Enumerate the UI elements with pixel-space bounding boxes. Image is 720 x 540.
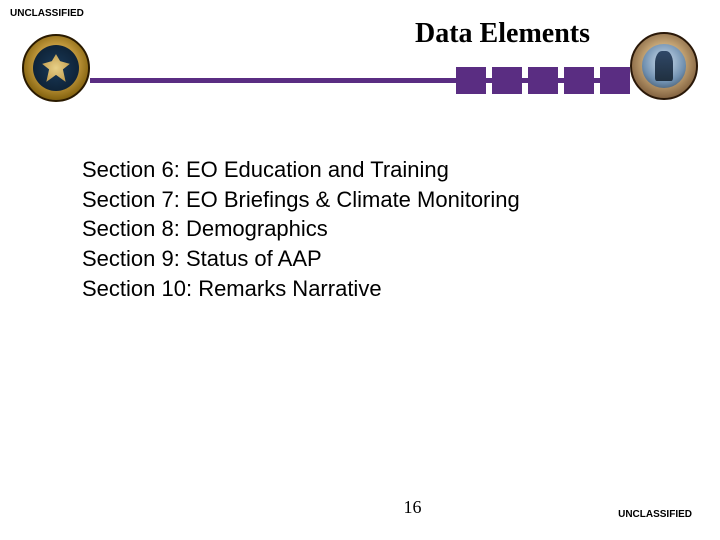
ngb-seal-icon <box>22 34 90 102</box>
header-blocks-container <box>456 67 630 94</box>
header-block <box>456 67 486 94</box>
header-block <box>600 67 630 94</box>
header-accent-bar <box>90 67 630 99</box>
content-body: Section 6: EO Education and TrainingSect… <box>82 155 660 303</box>
header-block <box>528 67 558 94</box>
section-line: Section 10: Remarks Narrative <box>82 274 660 304</box>
header-block <box>492 67 522 94</box>
page-title: Data Elements <box>415 18 590 50</box>
section-line: Section 9: Status of AAP <box>82 244 660 274</box>
section-line: Section 7: EO Briefings & Climate Monito… <box>82 185 660 215</box>
header-block <box>564 67 594 94</box>
classification-top: UNCLASSIFIED <box>10 8 84 19</box>
national-guard-seal-icon <box>630 32 698 100</box>
section-line: Section 8: Demographics <box>82 214 660 244</box>
section-line: Section 6: EO Education and Training <box>82 155 660 185</box>
page-number: 16 <box>0 497 720 518</box>
classification-bottom: UNCLASSIFIED <box>618 509 692 520</box>
